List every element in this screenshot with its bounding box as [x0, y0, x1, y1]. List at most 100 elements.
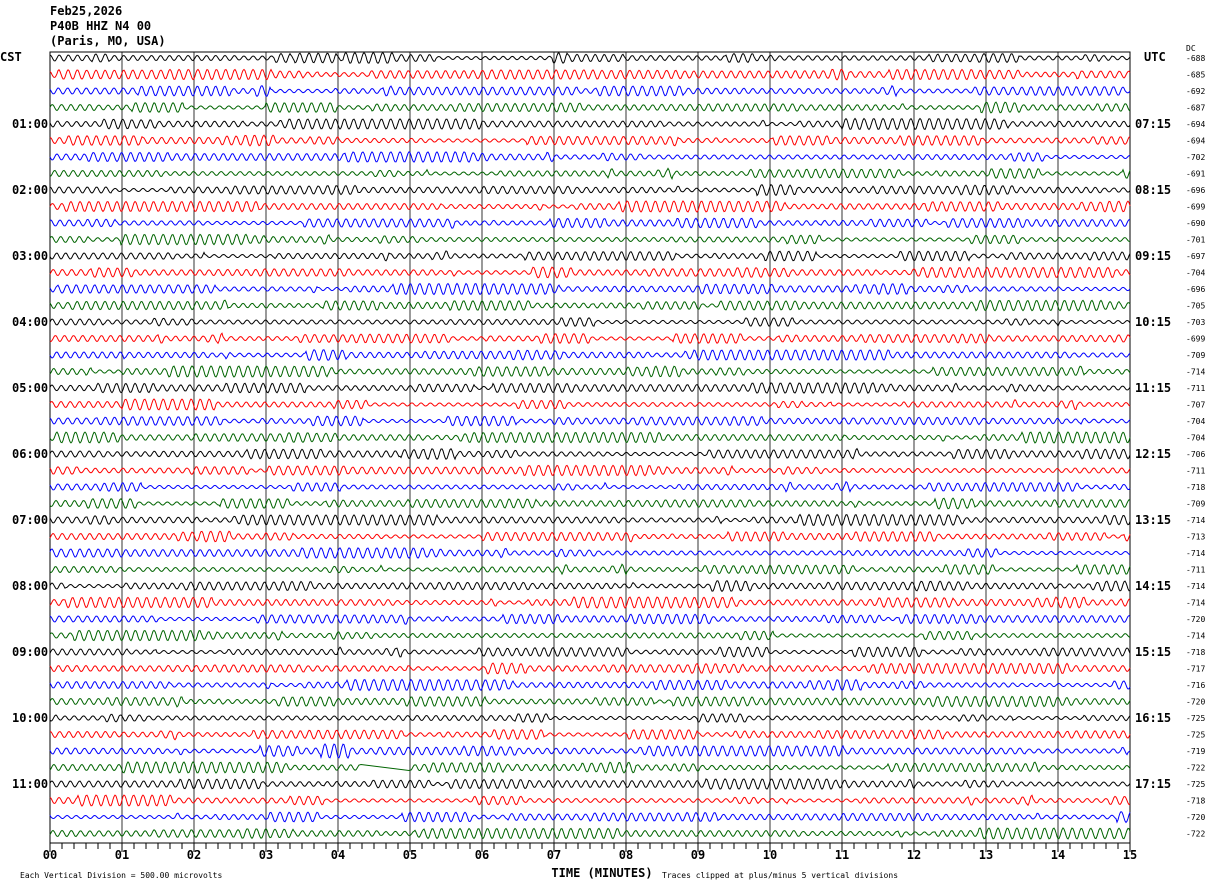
trace-line: [49, 167, 1131, 180]
utc-hour-label: 13:15: [1135, 513, 1171, 527]
dc-offset-label: -719: [1186, 747, 1205, 756]
cst-hour-label: 02:00: [12, 183, 48, 197]
x-tick-label: 14: [1051, 848, 1065, 862]
trace-line: [49, 662, 1131, 675]
dc-offset-label: -702: [1186, 153, 1205, 162]
trace-line: [49, 299, 1131, 312]
cst-hour-label: 08:00: [12, 579, 48, 593]
trace-line: [49, 695, 1131, 708]
dc-offset-label: -703: [1186, 318, 1205, 327]
dc-offset-label: -699: [1186, 335, 1205, 344]
trace-line: [49, 563, 1131, 576]
right-timezone-label: UTC: [1144, 50, 1166, 64]
cst-hour-label: 09:00: [12, 645, 48, 659]
dc-offset-label: -711: [1186, 384, 1205, 393]
location-label: (Paris, MO, USA): [50, 34, 166, 48]
utc-hour-label: 12:15: [1135, 447, 1171, 461]
trace-line: [49, 580, 1131, 593]
cst-hour-label: 04:00: [12, 315, 48, 329]
cst-hour-label: 01:00: [12, 117, 48, 131]
dc-offset-label: -714: [1186, 549, 1205, 558]
scale-note: Each Vertical Division = 500.00 microvol…: [20, 871, 222, 880]
dc-offset-label: -696: [1186, 186, 1205, 195]
x-tick-label: 04: [331, 848, 345, 862]
dc-offset-label: -722: [1186, 830, 1205, 839]
trace-line: [49, 646, 1131, 658]
trace-line: [49, 481, 1131, 493]
dc-offset-label: -697: [1186, 252, 1205, 261]
dc-offset-label: -709: [1186, 351, 1205, 360]
trace-line: [49, 151, 1131, 163]
x-tick-label: 02: [187, 848, 201, 862]
utc-hour-label: 07:15: [1135, 117, 1171, 131]
trace-line: [49, 317, 1131, 327]
trace-line: [49, 266, 1131, 279]
dc-offset-label: -714: [1186, 632, 1205, 641]
trace-line: [49, 365, 1131, 378]
dc-offset-label: -714: [1186, 582, 1205, 591]
trace-line: [49, 398, 1131, 411]
trace-line: [49, 827, 1131, 840]
trace-line: [49, 431, 1131, 444]
dc-offset-label: -704: [1186, 434, 1205, 443]
dc-offset-label: -709: [1186, 500, 1205, 509]
left-timezone-label: CST: [0, 50, 22, 64]
dc-offset-label: -704: [1186, 417, 1205, 426]
cst-hour-label: 05:00: [12, 381, 48, 395]
x-tick-label: 11: [835, 848, 849, 862]
trace-line: [49, 513, 1131, 527]
trace-line: [49, 613, 1131, 625]
trace-line: [49, 200, 1131, 213]
utc-hour-label: 15:15: [1135, 645, 1171, 659]
dc-offset-label: -706: [1186, 450, 1205, 459]
cst-hour-label: 07:00: [12, 513, 48, 527]
trace-line: [49, 415, 1131, 427]
dc-offset-label: -692: [1186, 87, 1205, 96]
x-tick-label: 13: [979, 848, 993, 862]
dc-offset-label: -685: [1186, 71, 1205, 80]
x-tick-label: 15: [1123, 848, 1137, 862]
cst-hour-label: 10:00: [12, 711, 48, 725]
dc-offset-label: -718: [1186, 797, 1205, 806]
dc-offset-label: -714: [1186, 516, 1205, 525]
dc-offset-label: -725: [1186, 714, 1205, 723]
x-tick-label: 10: [763, 848, 777, 862]
dc-offset-label: -696: [1186, 285, 1205, 294]
trace-line: [49, 761, 1131, 774]
dc-offset-label: -718: [1186, 483, 1205, 492]
trace-line: [49, 282, 1131, 296]
dc-offset-label: -722: [1186, 764, 1205, 773]
utc-hour-label: 11:15: [1135, 381, 1171, 395]
trace-line: [49, 743, 1131, 760]
plot-frame: [49, 51, 1131, 844]
trace-line: [49, 728, 1131, 741]
dc-offset-label: -704: [1186, 269, 1205, 278]
x-tick-label: 12: [907, 848, 921, 862]
trace-line: [49, 678, 1131, 692]
dc-offset-label: -690: [1186, 219, 1205, 228]
dc-offset-label: -705: [1186, 302, 1205, 311]
trace-line: [49, 134, 1131, 147]
x-tick-label: 06: [475, 848, 489, 862]
dc-offset-label: -699: [1186, 203, 1205, 212]
trace-line: [49, 596, 1131, 609]
trace-line: [49, 794, 1131, 807]
dc-offset-label: -725: [1186, 780, 1205, 789]
dc-offset-label: -716: [1186, 681, 1205, 690]
trace-line: [49, 68, 1131, 81]
dc-offset-label: -720: [1186, 698, 1205, 707]
utc-hour-label: 08:15: [1135, 183, 1171, 197]
trace-line: [49, 217, 1131, 229]
dc-offset-label: -701: [1186, 236, 1205, 245]
dc-offset-label: -711: [1186, 566, 1205, 575]
x-tick-label: 00: [43, 848, 57, 862]
x-tick-label: 01: [115, 848, 129, 862]
trace-line: [49, 51, 1131, 65]
clip-note: Traces clipped at plus/minus 5 vertical …: [662, 871, 898, 880]
trace-line: [49, 547, 1131, 559]
utc-hour-label: 09:15: [1135, 249, 1171, 263]
station-label: P40B HHZ N4 00: [50, 19, 152, 33]
trace-line: [49, 778, 1131, 790]
dc-offset-label: -687: [1186, 104, 1205, 113]
